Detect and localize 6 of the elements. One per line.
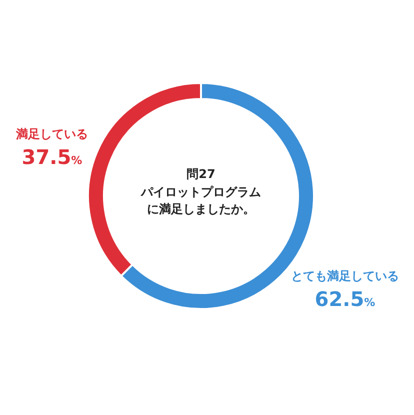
data-label: 62.5% [314,287,376,311]
text: パイロットプログラムに満足しましたか。 [140,185,261,216]
data-label: 37.5% [22,145,82,169]
slice-label: 満足している [15,127,88,141]
text: 問27 [186,167,216,181]
slice-label: とても満足している [291,269,399,283]
